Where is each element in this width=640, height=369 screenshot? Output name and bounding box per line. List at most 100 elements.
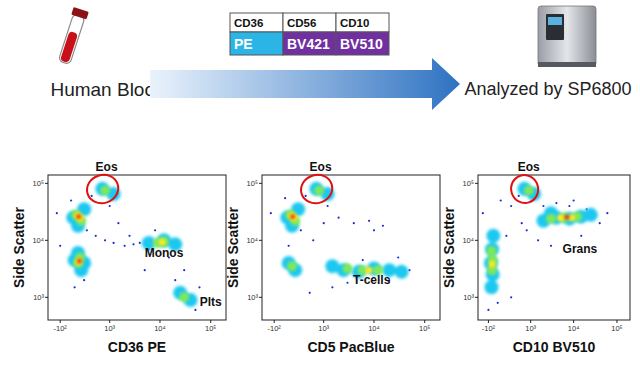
table-cell-text: PE xyxy=(234,36,253,52)
event-point xyxy=(373,229,375,231)
plot: EosT-cells-10²10³10⁴10⁵10³10⁴10⁵CD5 PacB… xyxy=(225,160,440,355)
event-point xyxy=(309,182,323,196)
population-label: T-cells xyxy=(353,273,391,287)
y-axis-label: Side Scatter xyxy=(225,206,241,287)
event-point xyxy=(305,195,307,197)
y-tick-label: 10³ xyxy=(247,293,258,302)
event-point xyxy=(100,185,110,195)
plot-frame xyxy=(478,175,630,320)
event-point xyxy=(290,214,295,219)
event-point xyxy=(312,239,314,241)
instrument-icon xyxy=(538,6,596,67)
x-tick xyxy=(424,320,425,323)
population-label: Monos xyxy=(145,246,184,260)
table-cell xyxy=(283,32,336,55)
flow-arrow xyxy=(150,58,460,110)
y-tick-label: 10⁵ xyxy=(33,179,44,188)
table-cell xyxy=(336,32,389,55)
event-point xyxy=(500,199,502,201)
event-point xyxy=(505,235,507,237)
event-point xyxy=(486,246,496,256)
x-axis-label: CD36 PE xyxy=(108,339,166,355)
event-point xyxy=(144,269,146,271)
event-point xyxy=(300,229,302,231)
plot-frame xyxy=(262,175,440,320)
event-point xyxy=(95,182,109,196)
gate-label: Eos xyxy=(96,160,118,174)
tube-cap xyxy=(71,7,89,20)
x-tick-label: -10² xyxy=(268,324,282,333)
event-point xyxy=(95,235,97,237)
x-tick-label: 10⁵ xyxy=(419,324,430,333)
event-point xyxy=(270,212,272,214)
y-tick-label: 10³ xyxy=(33,293,44,302)
event-point xyxy=(510,205,512,207)
event-point xyxy=(174,279,176,281)
event-point xyxy=(395,265,409,279)
event-point xyxy=(76,214,81,219)
event-point xyxy=(325,259,339,273)
event-point xyxy=(550,245,552,247)
event-point xyxy=(555,202,557,204)
density-level xyxy=(289,212,373,273)
event-point xyxy=(139,242,141,244)
x-tick xyxy=(488,320,489,323)
plot: EosGrans-10²10³10⁴10⁵10³10⁴10⁵CD10 BV510… xyxy=(441,160,630,355)
event-point xyxy=(159,237,169,247)
x-tick xyxy=(159,320,160,323)
gate-ellipse xyxy=(507,172,541,207)
event-point xyxy=(362,259,364,261)
y-tick xyxy=(45,240,48,241)
event-point xyxy=(326,205,328,207)
event-point xyxy=(91,195,93,197)
y-tick xyxy=(259,297,262,298)
table-header-cell xyxy=(336,13,389,32)
table-cell-text: BV421 xyxy=(287,36,330,52)
event-point xyxy=(542,205,544,207)
event-point xyxy=(526,229,528,231)
event-point xyxy=(117,222,119,224)
y-tick xyxy=(475,183,478,184)
event-point xyxy=(76,214,83,221)
event-point xyxy=(606,212,608,214)
event-point xyxy=(59,245,61,247)
event-point xyxy=(580,235,582,237)
event-point xyxy=(489,261,496,268)
density-level xyxy=(489,214,576,268)
event-point xyxy=(518,195,520,197)
table-header-cell xyxy=(230,13,283,32)
y-tick-label: 10⁵ xyxy=(463,179,474,188)
event-point xyxy=(159,239,166,246)
x-tick-label: 10⁴ xyxy=(568,324,580,333)
density-level xyxy=(56,195,201,311)
y-tick-label: 10⁴ xyxy=(462,236,474,245)
plot-frame xyxy=(48,175,226,320)
event-point xyxy=(194,309,196,311)
x-tick-label: 10⁴ xyxy=(368,324,380,333)
gate-label: Eos xyxy=(310,160,332,174)
x-tick-label: 10³ xyxy=(318,324,329,333)
table-header-text: CD36 xyxy=(234,17,263,29)
event-point xyxy=(537,239,539,241)
density-level xyxy=(71,185,189,302)
event-point xyxy=(74,286,76,288)
event-point xyxy=(346,282,348,284)
x-tick-label: 10³ xyxy=(104,324,115,333)
x-tick-label: 10³ xyxy=(525,324,536,333)
data-marks xyxy=(482,182,609,311)
y-tick-label: 10⁴ xyxy=(246,236,258,245)
event-point xyxy=(290,214,297,221)
event-point xyxy=(397,256,399,258)
event-point xyxy=(487,309,489,311)
event-point xyxy=(565,215,570,220)
event-point xyxy=(86,229,88,231)
x-tick-label: 10⁵ xyxy=(205,324,216,333)
x-tick xyxy=(60,320,61,323)
density-level xyxy=(76,214,81,263)
instrument-panel xyxy=(546,14,564,40)
density-level xyxy=(290,214,295,219)
event-point xyxy=(568,205,570,207)
x-axis-label: CD5 PacBlue xyxy=(307,339,394,355)
event-point xyxy=(132,243,134,245)
x-tick xyxy=(373,320,374,323)
